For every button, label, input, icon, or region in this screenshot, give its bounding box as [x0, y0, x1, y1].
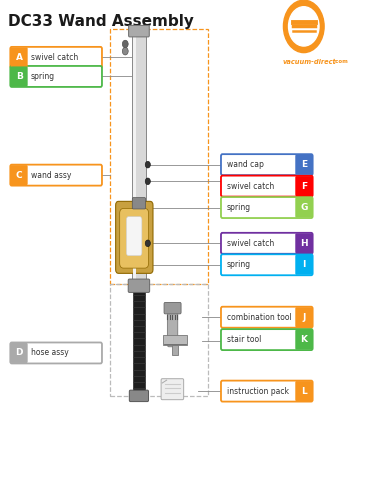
FancyBboxPatch shape: [295, 233, 312, 253]
FancyBboxPatch shape: [132, 198, 145, 209]
Text: vacuum-direct: vacuum-direct: [283, 59, 337, 65]
FancyBboxPatch shape: [221, 154, 313, 175]
Circle shape: [122, 48, 128, 55]
Text: J: J: [302, 312, 305, 322]
Text: stair tool: stair tool: [227, 335, 261, 344]
Circle shape: [145, 240, 150, 247]
Text: I: I: [302, 260, 305, 269]
Bar: [163, 335, 187, 345]
Text: swivel catch: swivel catch: [227, 181, 274, 191]
FancyBboxPatch shape: [164, 302, 181, 314]
FancyBboxPatch shape: [167, 309, 178, 347]
FancyBboxPatch shape: [127, 216, 142, 256]
Bar: [110, 29, 208, 284]
Text: F: F: [301, 181, 307, 191]
Text: L: L: [301, 386, 307, 396]
FancyBboxPatch shape: [11, 165, 28, 185]
Bar: [172, 345, 178, 355]
Text: spring: spring: [227, 260, 251, 269]
Text: G: G: [300, 203, 308, 212]
FancyBboxPatch shape: [10, 342, 102, 363]
FancyBboxPatch shape: [221, 381, 313, 402]
Circle shape: [289, 7, 319, 46]
Text: wand cap: wand cap: [227, 160, 264, 169]
Text: .com: .com: [334, 59, 349, 64]
FancyBboxPatch shape: [161, 379, 184, 400]
Text: D: D: [16, 348, 23, 358]
FancyBboxPatch shape: [10, 66, 102, 87]
FancyBboxPatch shape: [295, 198, 312, 217]
FancyBboxPatch shape: [221, 197, 313, 218]
Text: spring: spring: [227, 203, 251, 212]
Text: E: E: [301, 160, 307, 169]
FancyBboxPatch shape: [221, 307, 313, 328]
FancyBboxPatch shape: [295, 155, 312, 175]
Text: B: B: [16, 72, 23, 81]
Text: K: K: [300, 335, 307, 344]
Text: swivel catch: swivel catch: [227, 239, 274, 248]
FancyBboxPatch shape: [116, 201, 153, 273]
Bar: [110, 284, 208, 396]
FancyBboxPatch shape: [221, 254, 313, 275]
Circle shape: [145, 161, 150, 168]
Text: combination tool: combination tool: [227, 312, 292, 322]
Text: C: C: [16, 170, 23, 180]
FancyBboxPatch shape: [295, 381, 312, 401]
Text: hose assy: hose assy: [31, 348, 69, 358]
Bar: [133, 30, 147, 281]
FancyBboxPatch shape: [10, 47, 102, 68]
Bar: [134, 30, 136, 281]
Text: instruction pack: instruction pack: [227, 386, 289, 396]
Text: A: A: [16, 53, 23, 62]
FancyBboxPatch shape: [11, 66, 28, 86]
Circle shape: [283, 0, 324, 53]
FancyBboxPatch shape: [11, 48, 28, 67]
FancyBboxPatch shape: [221, 176, 313, 197]
FancyBboxPatch shape: [129, 25, 149, 37]
FancyBboxPatch shape: [295, 176, 312, 196]
FancyBboxPatch shape: [128, 279, 150, 292]
FancyBboxPatch shape: [11, 343, 28, 363]
Text: spring: spring: [31, 72, 55, 81]
Bar: [133, 282, 145, 395]
Text: wand assy: wand assy: [31, 170, 71, 180]
Text: DC33 Wand Assembly: DC33 Wand Assembly: [8, 14, 194, 29]
Circle shape: [122, 40, 128, 48]
FancyBboxPatch shape: [129, 390, 148, 402]
FancyBboxPatch shape: [120, 208, 148, 268]
Bar: [132, 30, 146, 281]
Circle shape: [145, 178, 150, 185]
FancyBboxPatch shape: [295, 330, 312, 349]
Text: swivel catch: swivel catch: [31, 53, 78, 62]
FancyBboxPatch shape: [10, 165, 102, 186]
FancyBboxPatch shape: [221, 329, 313, 350]
FancyBboxPatch shape: [295, 307, 312, 327]
Text: H: H: [300, 239, 308, 248]
FancyBboxPatch shape: [295, 255, 312, 275]
FancyBboxPatch shape: [221, 233, 313, 254]
